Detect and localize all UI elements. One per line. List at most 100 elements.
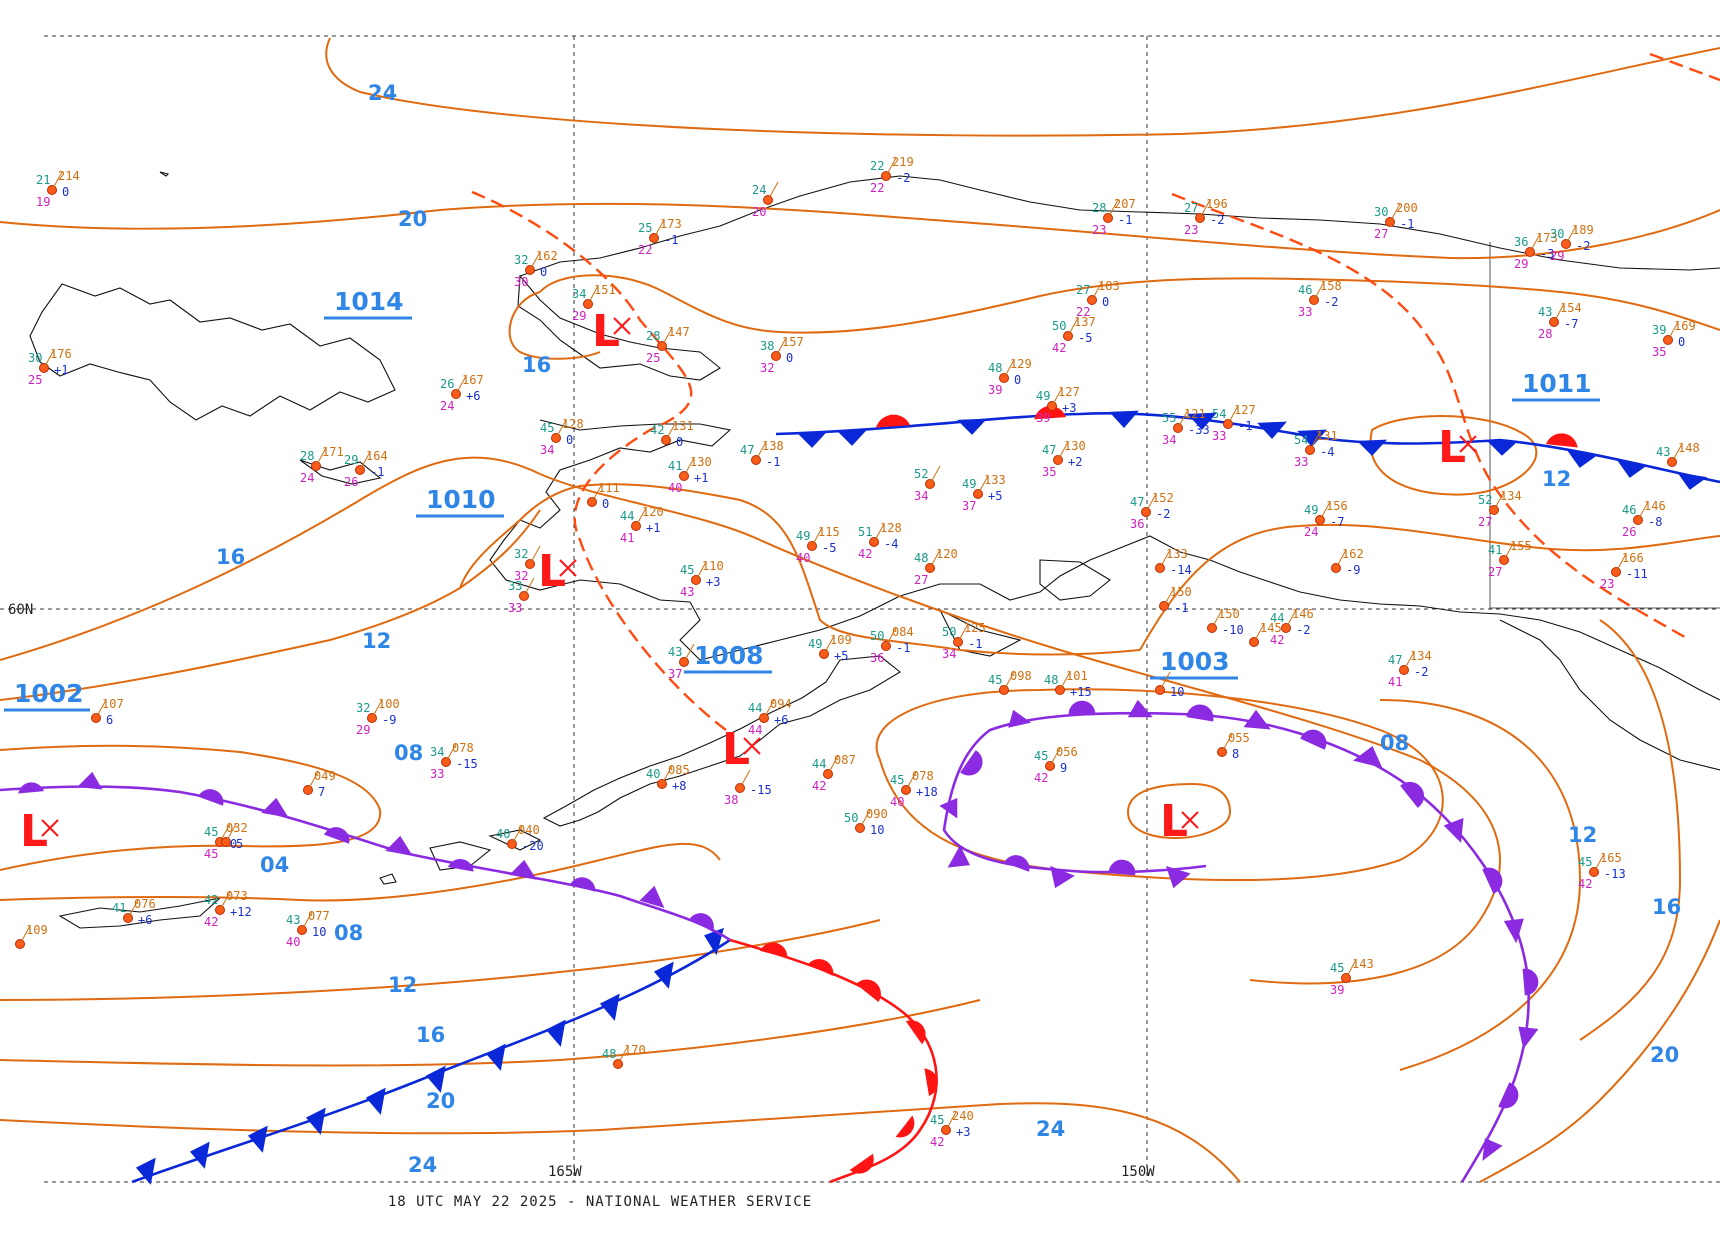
station-plot: [39, 349, 55, 373]
wind-barb: [529, 251, 541, 271]
wind-barb: [1057, 441, 1069, 461]
low-symbol: L: [1438, 422, 1466, 473]
station-temperature: 50: [844, 811, 858, 825]
wind-barb: [455, 375, 467, 395]
low-pressure-symbols: L L L L L L: [20, 306, 1477, 857]
station-pressure: 183: [1098, 279, 1120, 293]
station-plot: [1667, 443, 1683, 467]
isobar-label: 24: [408, 1153, 437, 1177]
station-plot: [1663, 321, 1679, 345]
station-dewpoint: 38: [724, 793, 738, 807]
station-plot: [215, 891, 231, 915]
station-pressure: 146: [1292, 607, 1314, 621]
station-temperature: 51: [858, 525, 872, 539]
station-pressure-tendency: -2: [1296, 623, 1310, 637]
station-pressure-tendency: -8: [1648, 515, 1662, 529]
station-plot: [1331, 549, 1347, 573]
station-dewpoint: 33: [1294, 455, 1308, 469]
station-pressure-tendency: +3: [706, 575, 720, 589]
station-temperature: 43: [286, 913, 300, 927]
wind-barb: [1671, 443, 1683, 463]
station-dewpoint: 36: [870, 651, 884, 665]
station-pressure-tendency: +6: [138, 913, 152, 927]
station-temperature: 45: [1034, 749, 1048, 763]
station-pressure: 120: [642, 505, 664, 519]
station-pressure: 145: [1260, 621, 1282, 635]
station-dewpoint: 42: [858, 547, 872, 561]
station-pressure-tendency: -1: [1400, 217, 1414, 231]
station-pressure: 146: [1644, 499, 1666, 513]
isobar-label: 12: [1568, 823, 1597, 847]
map-footer: 18 UTC MAY 22 2025 - NATIONAL WEATHER SE…: [387, 1194, 813, 1210]
wind-barb: [1503, 541, 1515, 561]
station-temperature: 50: [1052, 319, 1066, 333]
station-temperature: 36: [1514, 235, 1528, 249]
station-pressure-tendency: -2: [896, 171, 910, 185]
station-dewpoint: 40: [796, 551, 810, 565]
station-pressure-tendency: 9: [1060, 761, 1067, 775]
station-dewpoint: 34: [942, 647, 956, 661]
station-pressure: 131: [672, 419, 694, 433]
station-pressure-tendency: +8: [672, 779, 686, 793]
station-temperature: 49: [808, 637, 822, 651]
isobar-label: 24: [368, 81, 397, 105]
station-dewpoint: 42: [1578, 877, 1592, 891]
station-plot: [1055, 671, 1071, 695]
station-temperature: 28: [646, 329, 660, 343]
station-plot: [1047, 387, 1063, 411]
station-pressure: 158: [1320, 279, 1342, 293]
station-pressure: 134: [1410, 649, 1432, 663]
station-pressure-tendency: 0: [1102, 295, 1109, 309]
station-dewpoint: 22: [870, 181, 884, 195]
station-pressure-tendency: -5: [1078, 331, 1092, 345]
station-plot: [973, 475, 989, 499]
station-pressure-tendency: -1: [896, 641, 910, 655]
station-pressure-tendency: 10: [312, 925, 326, 939]
station-pressure-tendency: +12: [230, 905, 252, 919]
station-temperature: 49: [1036, 389, 1050, 403]
station-dewpoint: 39: [1330, 983, 1344, 997]
wind-barb: [1389, 203, 1401, 223]
station-marker: [1141, 507, 1151, 517]
wind-barb: [591, 483, 603, 503]
station-dewpoint: 22: [1076, 305, 1090, 319]
station-dewpoint: 24: [440, 399, 454, 413]
isobar-label: 20: [398, 207, 427, 231]
wind-barb: [529, 545, 541, 565]
station-pressure: 155: [1510, 539, 1532, 553]
station-temperature: 45: [1330, 961, 1344, 975]
station-pressure-tendency: -10: [1222, 623, 1244, 637]
station-pressure-tendency: 10: [870, 823, 884, 837]
station-temperature: 42: [650, 423, 664, 437]
station-dewpoint: 42: [204, 915, 218, 929]
wind-barb: [1051, 387, 1063, 407]
station-temperature: 30: [1550, 227, 1564, 241]
station-dewpoint: 35: [1042, 465, 1056, 479]
station-pressure: 164: [366, 449, 388, 463]
pressure-center-value: 1002: [14, 679, 84, 708]
station-plot: [1525, 233, 1541, 257]
station-plot: [297, 911, 313, 935]
station-temperature: 55: [1162, 411, 1176, 425]
station-pressure: 131: [1316, 429, 1338, 443]
station-dewpoint: 34: [1162, 433, 1176, 447]
wind-barb: [827, 755, 839, 775]
station-plot: [1195, 199, 1211, 223]
station-temperature: 48: [914, 551, 928, 565]
wind-barb: [977, 475, 989, 495]
station-plot: [587, 483, 603, 507]
isobar-label: 08: [334, 921, 363, 945]
pressure-center-value: 1003: [1160, 647, 1230, 676]
wind-barb: [957, 623, 969, 643]
isobar-label: 12: [1542, 467, 1571, 491]
station-plot: [823, 755, 839, 779]
station-plot: [657, 327, 673, 351]
station-pressure-tendency: -9: [1346, 563, 1360, 577]
station-pressure-tendency: -1: [1118, 213, 1132, 227]
station-temperature: 45: [204, 825, 218, 839]
station-temperature: 47: [1042, 443, 1056, 457]
station-dewpoint: 33: [508, 601, 522, 615]
station-dewpoint: 26: [1622, 525, 1636, 539]
isobar-label: 16: [416, 1023, 445, 1047]
